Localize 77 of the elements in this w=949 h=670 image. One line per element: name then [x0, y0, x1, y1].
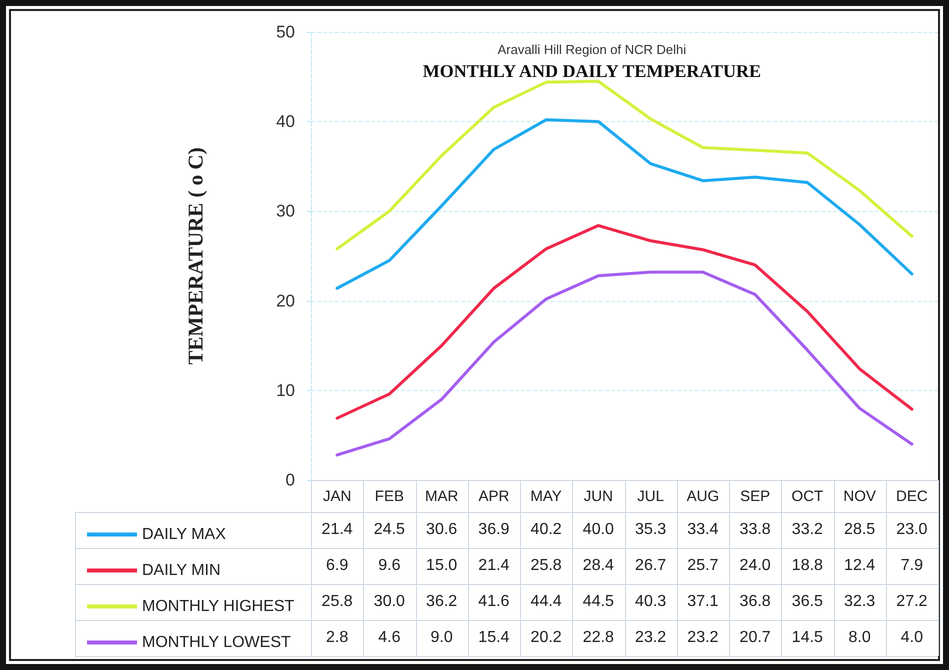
data-label: 40.0 — [582, 521, 614, 539]
data-label: 30.6 — [426, 521, 458, 539]
line-series — [336, 270, 914, 456]
data-label: 24.5 — [374, 521, 405, 539]
data-label: 32.3 — [844, 593, 876, 611]
data-label: 28.5 — [844, 521, 876, 539]
data-label: 4.6 — [378, 629, 400, 647]
legend-label: MONTHLY HIGHEST — [142, 598, 295, 615]
x-tick-label: DEC — [896, 488, 928, 505]
data-label: 28.4 — [582, 557, 614, 575]
data-label: 24.0 — [740, 557, 771, 575]
data-label: 44.4 — [530, 593, 562, 611]
x-tick-label: SEP — [740, 488, 770, 505]
x-tick-label: NOV — [843, 488, 876, 505]
y-axis-title: TEMPERATURE ( o C) — [184, 147, 208, 365]
line-series — [336, 80, 914, 250]
data-label: 36.9 — [478, 521, 510, 539]
x-tick-label: AUG — [686, 488, 720, 505]
x-tick-label: JUL — [637, 488, 664, 505]
legend-label: DAILY MIN — [142, 562, 221, 579]
y-tick-label: 10 — [276, 380, 295, 400]
data-label: 25.8 — [530, 557, 562, 575]
data-label: 33.2 — [792, 521, 823, 539]
data-label: 6.9 — [326, 557, 348, 575]
y-tick-label: 20 — [276, 291, 295, 310]
data-label: 36.5 — [792, 593, 823, 611]
data-label: 15.4 — [478, 629, 510, 647]
data-label: 2.8 — [326, 629, 348, 647]
data-label: 23.0 — [896, 521, 928, 539]
y-tick-label: 0 — [286, 470, 295, 490]
data-label: 35.3 — [635, 521, 666, 539]
data-label: 41.6 — [478, 593, 510, 611]
y-tick-label: 30 — [276, 202, 295, 221]
data-label: 21.4 — [478, 557, 510, 575]
line-series — [336, 224, 914, 420]
legend-label: DAILY MAX — [142, 526, 226, 543]
data-label: 36.2 — [426, 593, 458, 611]
data-label: 23.2 — [687, 629, 718, 647]
data-label: 20.7 — [740, 629, 771, 647]
data-label: 20.2 — [530, 629, 562, 647]
data-label: 12.4 — [844, 557, 876, 575]
data-label: 44.5 — [582, 593, 614, 611]
data-label: 15.0 — [426, 557, 458, 575]
data-label: 40.3 — [635, 593, 666, 611]
data-label: 33.8 — [740, 521, 771, 539]
data-label: 18.8 — [792, 557, 823, 575]
x-tick-label: OCT — [792, 488, 824, 505]
x-tick-label: JUN — [584, 488, 613, 505]
data-label: 33.4 — [687, 521, 718, 539]
data-label: 7.9 — [900, 557, 923, 575]
legend-label: MONTHLY LOWEST — [142, 634, 291, 651]
data-label: 27.2 — [896, 593, 928, 611]
x-tick-label: MAY — [530, 488, 562, 505]
data-label: 9.6 — [378, 557, 400, 575]
data-label: 8.0 — [848, 629, 871, 647]
text: MONTHLY AND DAILY TEMPERATURE — [422, 61, 761, 81]
y-tick-label: 50 — [276, 22, 295, 42]
y-tick-label: 40 — [276, 112, 295, 132]
x-tick-label: MAR — [424, 488, 458, 505]
data-label: 9.0 — [430, 629, 453, 647]
data-label: 30.0 — [374, 593, 405, 611]
data-label: 36.8 — [740, 593, 771, 611]
data-label: 25.8 — [322, 593, 353, 611]
data-label: 37.1 — [687, 593, 718, 611]
data-label: 22.8 — [582, 629, 614, 647]
data-label: 40.2 — [530, 521, 562, 539]
x-tick-label: FEB — [374, 488, 404, 505]
data-label: 4.0 — [900, 629, 923, 647]
line-series — [336, 118, 914, 290]
x-tick-label: JAN — [322, 488, 352, 505]
data-label: 23.2 — [635, 629, 666, 647]
x-tick-label: APR — [478, 488, 510, 505]
data-label: 25.7 — [687, 557, 718, 575]
data-label: 26.7 — [635, 557, 666, 575]
data-label: 14.5 — [792, 629, 823, 647]
data-label: 21.4 — [322, 521, 353, 539]
text: Aravalli Hill Region of NCR Delhi — [498, 42, 686, 57]
